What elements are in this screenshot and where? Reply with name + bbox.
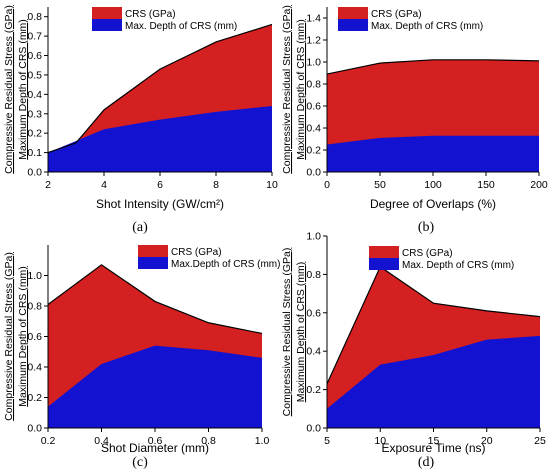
x-tick-label: 1.0 xyxy=(255,435,270,447)
y-tick-label: 0.4 xyxy=(27,89,42,101)
x-tick-label: 15 xyxy=(428,435,440,447)
y-tick-label: 0.0 xyxy=(306,423,321,435)
y-tick-label: 0.6 xyxy=(306,307,321,319)
x-tick-label: 5 xyxy=(324,435,330,447)
y-tick-label: 0.2 xyxy=(306,145,321,157)
x-tick-label: 50 xyxy=(374,179,386,191)
legend: CRS (GPa)Max. Depth of CRS (mm) xyxy=(338,7,483,32)
y-axis-title-stress: Compressive Residual Stress (GPa) xyxy=(3,252,15,421)
x-axis-title: Shot Intensity (GW/cm²) xyxy=(96,197,224,211)
legend-label-crs: CRS (GPa) xyxy=(171,247,222,258)
y-tick-label: 0.4 xyxy=(306,123,321,135)
y-tick-label: 0.2 xyxy=(27,392,42,404)
y-tick-label: 0.4 xyxy=(27,362,42,374)
y-tick-label: 0.2 xyxy=(27,128,42,140)
y-tick-label: 1.2 xyxy=(306,35,321,47)
legend: CRS (GPa)Max. Depth of CRS (mm) xyxy=(369,246,514,271)
y-axis-title-stress: Compressive Residual Stress (GPa) xyxy=(3,5,15,174)
x-tick-label: 100 xyxy=(424,179,442,191)
x-axis-title: Exposure Time (ns) xyxy=(381,441,485,455)
crs-line xyxy=(47,23,273,154)
depth-area xyxy=(48,106,272,172)
x-axis-title: Shot Diameter (mm) xyxy=(101,441,209,455)
y-tick-label: 0.5 xyxy=(27,69,42,81)
x-tick-label: 2 xyxy=(45,179,51,191)
depth-area xyxy=(48,345,262,428)
depth-area xyxy=(327,335,540,428)
y-tick-label: 1.4 xyxy=(306,13,321,25)
y-tick-label: 0.8 xyxy=(27,11,42,23)
x-tick-label: 10 xyxy=(266,179,278,191)
x-tick-label: 150 xyxy=(477,179,495,191)
y-axis-title-stress: Compressive Residual Stress (GPa) xyxy=(281,248,293,417)
y-tick-label: 0.8 xyxy=(27,301,42,313)
y-axis-title-depth: Maximum Depth of CRS (mm) xyxy=(17,19,29,160)
legend-label-crs: CRS (GPa) xyxy=(125,9,176,20)
y-tick-label: 0.6 xyxy=(27,331,42,343)
x-tick-label: 0.2 xyxy=(41,435,56,447)
y-axis-title-stress: Compressive Residual Stress (GPa) xyxy=(281,5,293,174)
y-axis-title-depth: Maximum Depth of CRS (mm) xyxy=(295,19,307,160)
y-tick-label: 0.0 xyxy=(306,167,321,179)
x-tick-label: 200 xyxy=(530,179,548,191)
panel-label: (a) xyxy=(132,220,148,235)
legend-swatch-depth xyxy=(138,257,168,269)
legend-swatch-depth xyxy=(369,258,399,270)
x-tick-label: 0.8 xyxy=(201,435,216,447)
x-tick-label: 0.6 xyxy=(148,435,163,447)
y-tick-label: 1.0 xyxy=(27,270,42,282)
y-tick-label: 0.0 xyxy=(27,423,42,435)
x-axis-title: Degree of Overlaps (%) xyxy=(370,197,496,211)
legend-label-depth: Max. Depth of CRS (mm) xyxy=(125,21,237,32)
legend-label-depth: Max. Depth of CRS (mm) xyxy=(402,260,514,271)
y-axis-title-depth: Maximum Depth of CRS (mm) xyxy=(295,262,307,403)
legend-swatch-crs xyxy=(338,7,368,19)
depth-area xyxy=(327,135,539,172)
x-tick-label: 25 xyxy=(534,435,546,447)
x-tick-label: 8 xyxy=(213,179,219,191)
y-tick-label: 0.6 xyxy=(306,101,321,113)
legend-swatch-depth xyxy=(92,19,122,31)
y-tick-label: 0.2 xyxy=(306,384,321,396)
chart-panel-d: 5 10 15 20 25 0.0 0.2 0.4 0.6 0.8 1.0 Exposure Time… xyxy=(281,231,546,471)
y-tick-label: 0.7 xyxy=(27,31,42,43)
y-tick-label: 1.0 xyxy=(306,57,321,69)
y-tick-label: 0.8 xyxy=(306,269,321,281)
y-tick-label: 0.4 xyxy=(306,346,321,358)
legend-swatch-depth xyxy=(338,19,368,31)
x-tick-label: 4 xyxy=(101,179,107,191)
legend: CRS (GPa)Max. Depth of CRS (mm) xyxy=(92,7,237,32)
chart-panel-b: 0 50 100 150 200 0.0 0.2 0.4 0.6 0.8 1.0 1.2 1.4 Degr… xyxy=(281,5,548,235)
x-tick-label: 0 xyxy=(324,179,330,191)
x-tick-label: 6 xyxy=(157,179,163,191)
legend-label-crs: CRS (GPa) xyxy=(371,9,422,20)
panel-label: (c) xyxy=(132,455,148,470)
chart-panel-a: 2 4 6 8 10 0.0 0.1 0.2 0.3 0.4 0.5 0.6 0.7 0.8 Shot In… xyxy=(3,5,278,235)
x-tick-label: 20 xyxy=(481,435,493,447)
legend: CRS (GPa)Max.Depth of CRS (mm) xyxy=(138,245,280,270)
legend-swatch-crs xyxy=(369,246,399,258)
y-tick-label: 1.0 xyxy=(306,231,321,243)
legend-label-depth: Max. Depth of CRS (mm) xyxy=(371,21,483,32)
legend-label-depth: Max.Depth of CRS (mm) xyxy=(171,259,280,270)
y-axis-title-depth: Maximum Depth of CRS (mm) xyxy=(17,266,29,407)
x-tick-label: 0.4 xyxy=(94,435,109,447)
y-tick-label: 0.3 xyxy=(27,108,42,120)
y-tick-label: 0.1 xyxy=(27,147,42,159)
y-tick-label: 0.0 xyxy=(27,167,42,179)
y-tick-label: 0.6 xyxy=(27,50,42,62)
panel-label: (b) xyxy=(418,220,435,235)
x-tick-label: 10 xyxy=(374,435,386,447)
legend-swatch-crs xyxy=(138,245,168,257)
panel-label: (d) xyxy=(418,455,435,470)
y-tick-label: 0.8 xyxy=(306,79,321,91)
legend-swatch-crs xyxy=(92,7,122,19)
legend-label-crs: CRS (GPa) xyxy=(402,248,453,259)
